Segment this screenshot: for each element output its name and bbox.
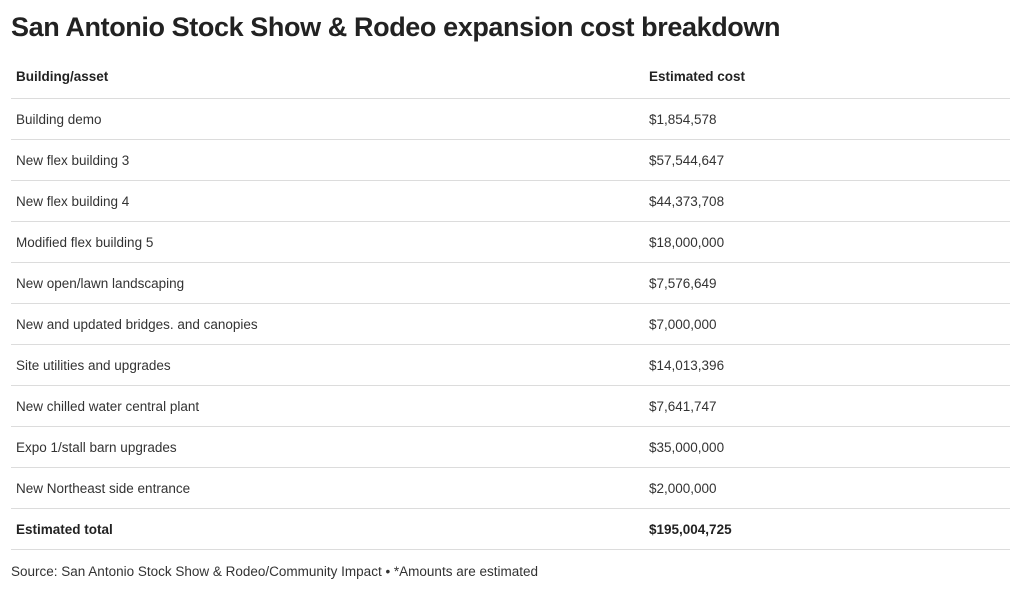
table-row: Site utilities and upgrades $14,013,396 <box>11 344 1010 386</box>
row-label: New and updated bridges. and canopies <box>11 303 644 345</box>
row-label: Expo 1/stall barn upgrades <box>11 426 644 468</box>
row-cost: $7,641,747 <box>644 385 1010 427</box>
source-note: Source: San Antonio Stock Show & Rodeo/C… <box>11 564 538 579</box>
cost-table: Building/asset Estimated cost Building d… <box>11 55 1010 550</box>
row-cost: $1,854,578 <box>644 98 1010 140</box>
row-label: Site utilities and upgrades <box>11 344 644 386</box>
row-label: Modified flex building 5 <box>11 221 644 263</box>
total-label: Estimated total <box>11 508 644 550</box>
row-label: New flex building 4 <box>11 180 644 222</box>
total-cost: $195,004,725 <box>644 508 1010 550</box>
row-label: New Northeast side entrance <box>11 467 644 509</box>
row-cost: $2,000,000 <box>644 467 1010 509</box>
row-cost: $57,544,647 <box>644 139 1010 181</box>
table-row: New flex building 4 $44,373,708 <box>11 180 1010 222</box>
column-header-cost: Estimated cost <box>644 55 1010 99</box>
row-label: New chilled water central plant <box>11 385 644 427</box>
table-row: New flex building 3 $57,544,647 <box>11 139 1010 181</box>
row-cost: $18,000,000 <box>644 221 1010 263</box>
table-row: Expo 1/stall barn upgrades $35,000,000 <box>11 426 1010 468</box>
table-row: Modified flex building 5 $18,000,000 <box>11 221 1010 263</box>
chart-title: San Antonio Stock Show & Rodeo expansion… <box>11 12 781 42</box>
table-header-row: Building/asset Estimated cost <box>11 55 1010 99</box>
table-row: New open/lawn landscaping $7,576,649 <box>11 262 1010 304</box>
row-cost: $14,013,396 <box>644 344 1010 386</box>
row-label: Building demo <box>11 98 644 140</box>
row-cost: $35,000,000 <box>644 426 1010 468</box>
table-row: Building demo $1,854,578 <box>11 98 1010 140</box>
table-row: New Northeast side entrance $2,000,000 <box>11 467 1010 509</box>
table-body: Building demo $1,854,578 New flex building… <box>11 98 1010 550</box>
row-cost: $44,373,708 <box>644 180 1010 222</box>
table-row: New chilled water central plant $7,641,74… <box>11 385 1010 427</box>
row-cost: $7,576,649 <box>644 262 1010 304</box>
total-row: Estimated total $195,004,725 <box>11 508 1010 550</box>
column-header-building: Building/asset <box>11 55 644 99</box>
table-row: New and updated bridges. and canopies $7,… <box>11 303 1010 345</box>
row-label: New open/lawn landscaping <box>11 262 644 304</box>
row-cost: $7,000,000 <box>644 303 1010 345</box>
row-label: New flex building 3 <box>11 139 644 181</box>
